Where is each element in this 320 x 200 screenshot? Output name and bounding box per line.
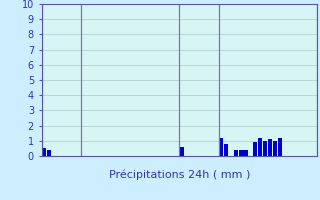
Bar: [238, 150, 243, 156]
Bar: [244, 150, 248, 156]
Bar: [42, 148, 46, 156]
Bar: [263, 141, 267, 156]
Bar: [47, 150, 51, 156]
Bar: [219, 138, 223, 156]
Bar: [258, 138, 262, 156]
Bar: [253, 142, 258, 156]
Bar: [234, 150, 238, 156]
Bar: [268, 139, 272, 156]
Bar: [278, 138, 282, 156]
Bar: [224, 144, 228, 156]
Bar: [180, 147, 184, 156]
Bar: [273, 141, 277, 156]
X-axis label: Précipitations 24h ( mm ): Précipitations 24h ( mm ): [108, 170, 250, 180]
